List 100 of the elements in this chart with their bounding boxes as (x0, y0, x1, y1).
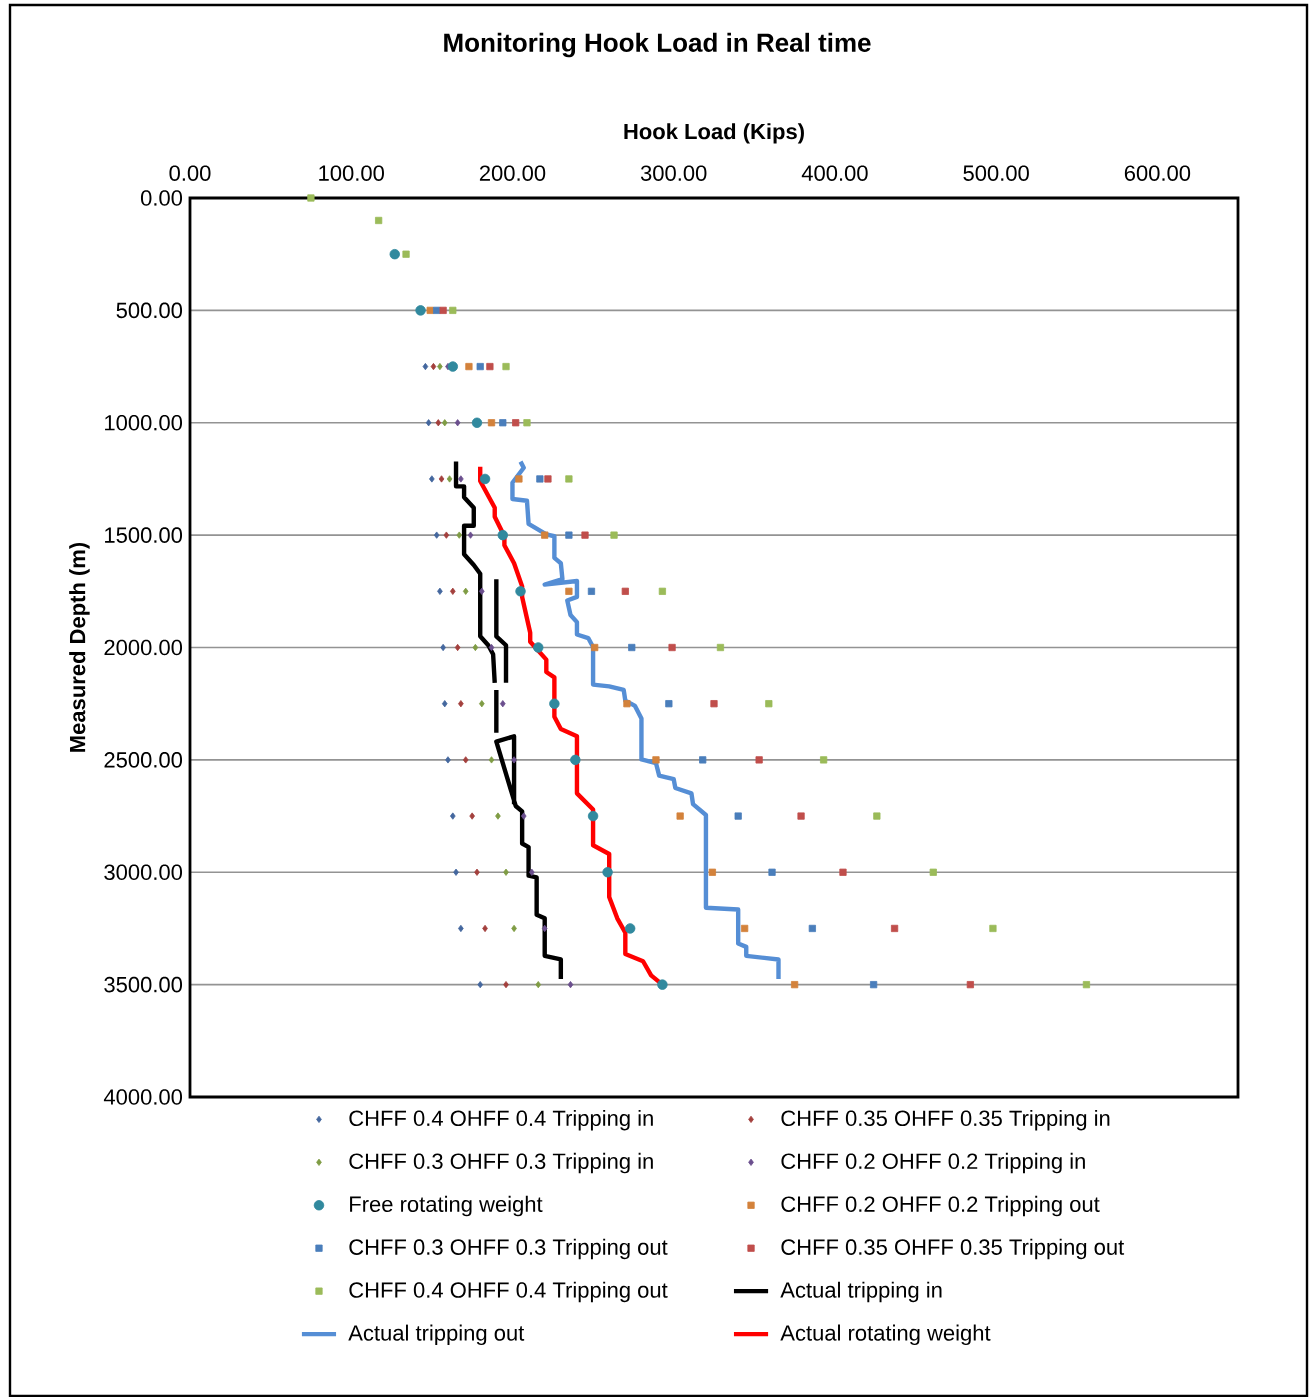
point (523, 419, 531, 427)
y-tick-label: 1000.00 (105, 414, 183, 431)
y-tick-label: 2500.00 (104, 752, 183, 768)
point (479, 700, 485, 708)
point (433, 531, 440, 539)
point (624, 923, 636, 934)
point (768, 868, 776, 876)
legend-label: Actual tripping in (780, 1281, 942, 1303)
point (1082, 981, 1091, 989)
point (734, 812, 742, 820)
point (808, 924, 816, 933)
point (474, 868, 480, 876)
point (989, 924, 997, 933)
x-tick-label: 100.00 (319, 165, 384, 181)
point (765, 700, 773, 708)
point (520, 812, 527, 820)
point (472, 643, 479, 652)
point (565, 587, 573, 595)
x-tick-label: 400.00 (801, 165, 868, 181)
point (435, 419, 442, 427)
y-tick-label: 0.00 (140, 190, 183, 206)
point (870, 981, 878, 989)
point (591, 643, 599, 652)
legend-label: CHFF 0.4 OHFF 0.4 Tripping in (349, 1109, 653, 1131)
point (665, 700, 673, 708)
point (708, 868, 716, 876)
point (502, 362, 510, 371)
point (716, 643, 725, 652)
y-tick-label: 4000.00 (103, 1089, 183, 1105)
point (565, 475, 573, 483)
point (755, 756, 763, 764)
point (488, 756, 495, 764)
x-tick-label: 300.00 (640, 165, 707, 181)
point (471, 417, 483, 428)
point (535, 981, 542, 989)
point (422, 362, 429, 371)
point (454, 643, 461, 652)
point (450, 587, 456, 595)
point (458, 700, 464, 708)
point (503, 868, 509, 876)
point (741, 924, 749, 933)
point (456, 531, 463, 539)
point (628, 643, 636, 652)
point (929, 868, 937, 876)
point (503, 981, 509, 989)
point (602, 867, 613, 878)
point (544, 475, 552, 483)
point (699, 756, 707, 764)
point (462, 587, 469, 595)
point (797, 812, 805, 820)
point (307, 194, 315, 202)
point (476, 362, 484, 371)
point (477, 981, 484, 989)
legend-label: Actual tripping out (348, 1324, 525, 1346)
x-tick-label: 600.00 (1124, 165, 1191, 181)
point (467, 531, 474, 539)
point (890, 924, 899, 933)
point (610, 531, 618, 539)
legend-label: CHFF 0.2 OHFF 0.2 Tripping in (781, 1152, 1085, 1174)
point (549, 698, 560, 709)
point (676, 812, 684, 820)
point (499, 700, 506, 708)
point (873, 812, 881, 820)
y-axis-title: Measured Depth (m) (69, 542, 90, 752)
legend-label: CHFF 0.4 OHFF 0.4 Tripping out (349, 1281, 668, 1303)
point (497, 529, 508, 541)
point (499, 419, 507, 427)
legend-label: Free rotating weight (350, 1195, 543, 1217)
legend-label: Actual rotating weight (780, 1324, 991, 1346)
point (450, 812, 456, 820)
point (487, 419, 496, 427)
point (658, 587, 667, 595)
point (820, 756, 828, 764)
x-tick-label: 0.00 (169, 165, 211, 181)
point (465, 362, 473, 371)
y-tick-label: 3000.00 (104, 864, 183, 881)
legend-label: CHFF 0.2 OHFF 0.2 Tripping out (781, 1195, 1100, 1217)
point (486, 362, 494, 371)
point (389, 248, 400, 260)
point (791, 981, 799, 989)
point (479, 473, 491, 485)
point (541, 924, 548, 933)
point (621, 587, 629, 595)
point (515, 586, 526, 597)
point (488, 643, 495, 652)
legend-label: CHFF 0.3 OHFF 0.3 Tripping in (349, 1152, 653, 1174)
point (446, 475, 453, 483)
point (529, 868, 535, 876)
point (430, 362, 437, 371)
point (458, 475, 464, 483)
point (443, 531, 450, 539)
legend-label: CHFF 0.35 OHFF 0.35 Tripping in (781, 1109, 1110, 1131)
point (426, 306, 434, 314)
point (587, 587, 596, 595)
point (541, 531, 549, 539)
point (511, 756, 517, 764)
y-tick-label: 3500.00 (104, 976, 183, 993)
legend-label: CHFF 0.35 OHFF 0.35 Tripping out (781, 1238, 1125, 1260)
point (441, 419, 448, 427)
point (657, 979, 668, 990)
